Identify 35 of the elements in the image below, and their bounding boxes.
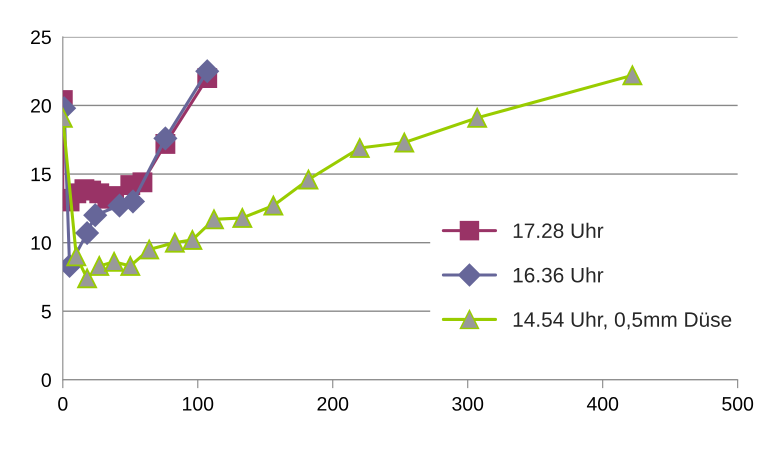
- point: [104, 252, 124, 272]
- point: [232, 208, 252, 228]
- point: [298, 170, 318, 190]
- point: [394, 132, 414, 152]
- x-tick-label: 300: [452, 396, 484, 411]
- point: [139, 240, 160, 260]
- point: [83, 204, 107, 227]
- point: [350, 138, 370, 158]
- point: [75, 221, 99, 245]
- point: [467, 108, 488, 128]
- legend-label: 16.36 Uhr: [514, 267, 604, 283]
- y-tick-label: 15: [32, 168, 51, 182]
- point: [66, 246, 86, 266]
- point: [263, 196, 284, 216]
- x-tick-label: 100: [183, 396, 214, 411]
- y-tick-label: 25: [31, 30, 51, 44]
- y-tick-label: 20: [31, 98, 51, 113]
- x-tick-label: 500: [722, 396, 754, 411]
- point: [204, 209, 224, 230]
- point: [89, 256, 110, 276]
- legend-label: 14.54 Uhr, 0,5mm Düse: [514, 312, 732, 330]
- y-tick-label: 0: [42, 373, 51, 388]
- point: [120, 256, 140, 276]
- legend-label: 17.28 Uhr: [514, 222, 604, 238]
- point: [154, 126, 178, 150]
- x-tick-label: 400: [586, 396, 618, 411]
- point: [77, 268, 98, 288]
- point: [196, 59, 219, 83]
- y-tick-label: 10: [32, 236, 51, 250]
- point: [622, 65, 642, 86]
- x-tick-label: 0: [58, 396, 68, 411]
- point: [182, 230, 202, 250]
- x-tick-label: 200: [318, 396, 348, 411]
- y-tick-label: 5: [42, 304, 51, 318]
- point: [164, 232, 185, 253]
